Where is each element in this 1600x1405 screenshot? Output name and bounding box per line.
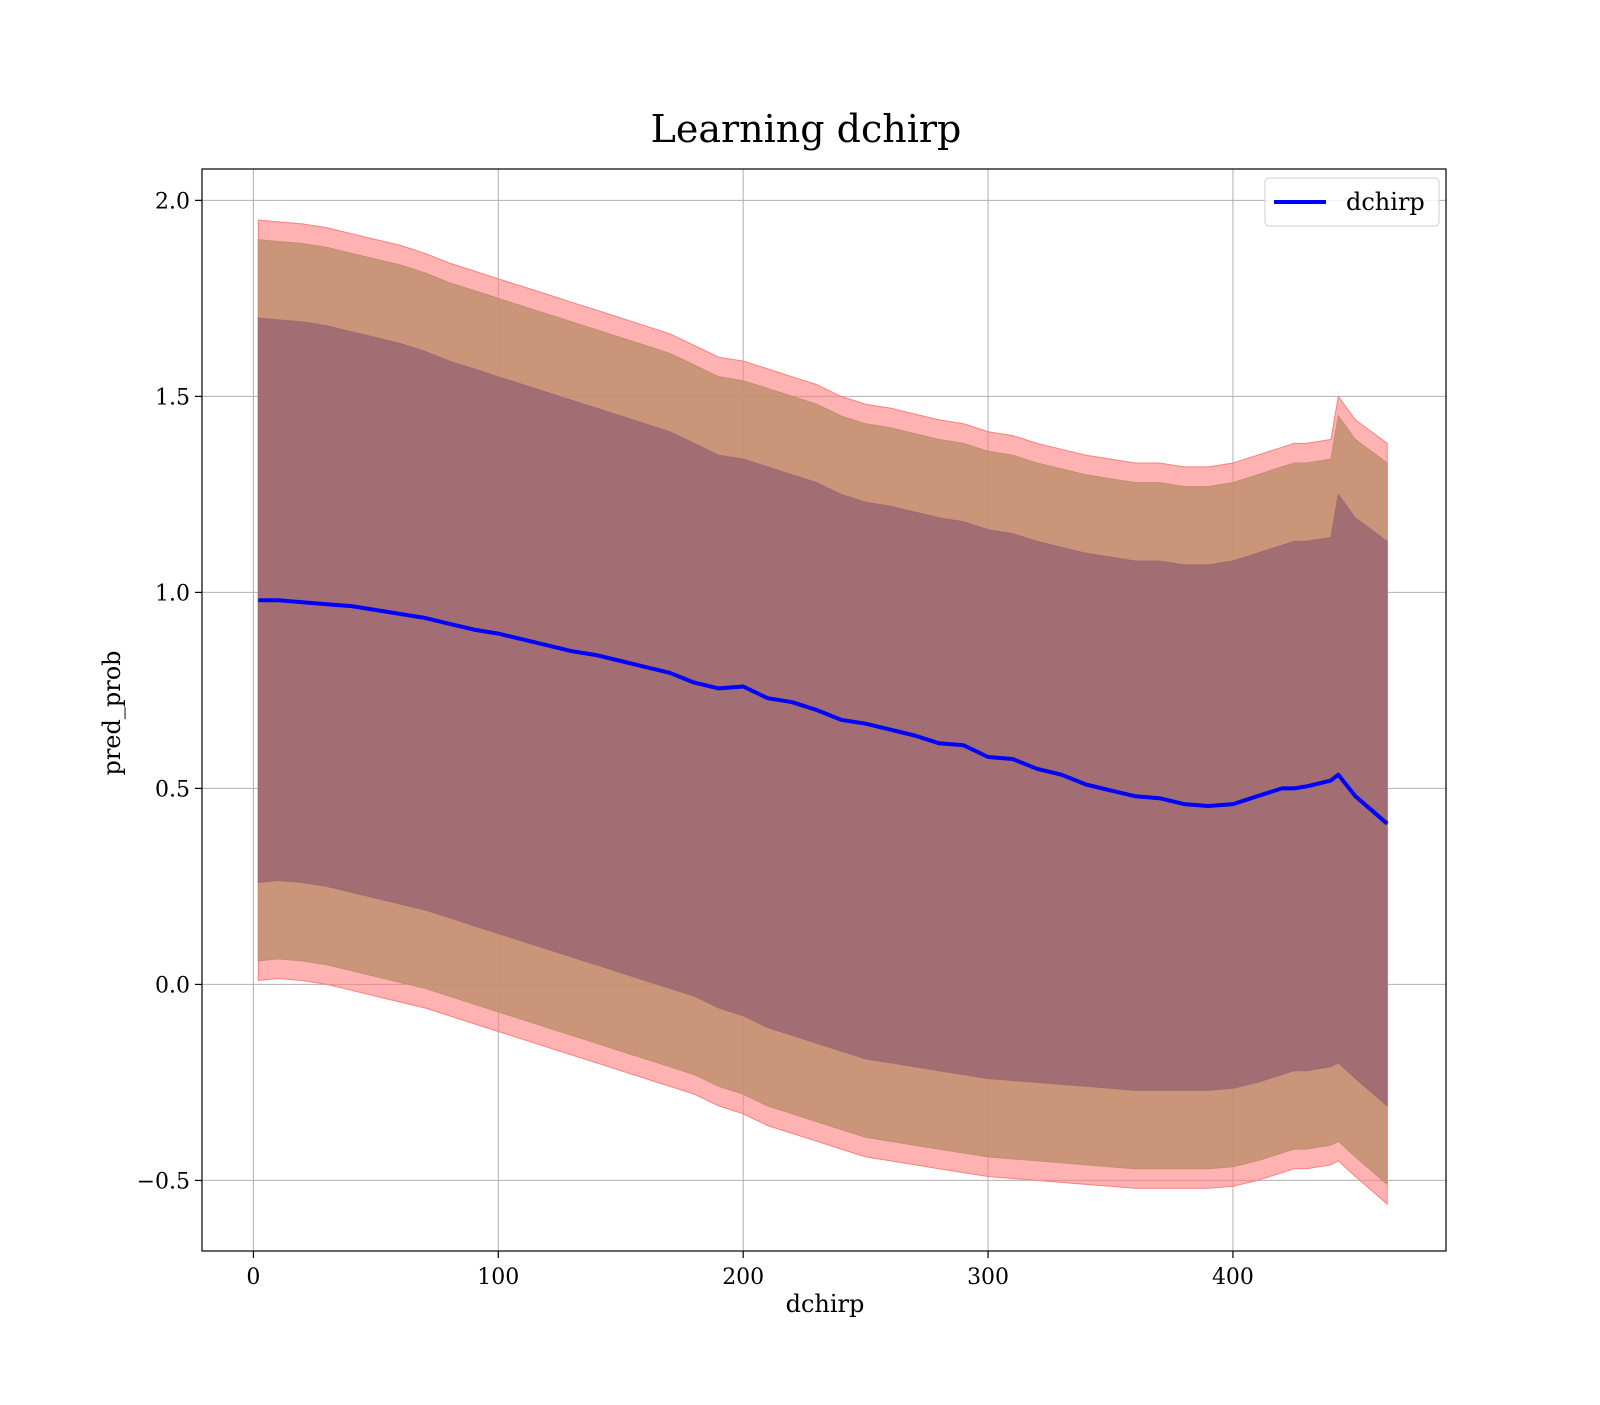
legend-entry: dchirp [1346, 188, 1425, 216]
x-tick-label: 200 [722, 1265, 764, 1290]
series-lines [258, 598, 1389, 826]
chart-title: Learning dchirp [651, 107, 962, 151]
legend-box [1264, 177, 1440, 227]
series-line-dchirp [258, 598, 1389, 826]
legend: dchirp [1264, 177, 1440, 227]
x-tick-label: 100 [477, 1265, 519, 1290]
axis-ticks: 0 100 200 300 400 −0.5 0.0 0.5 1.0 1.5 2.0 [137, 189, 1254, 1290]
x-tick-label: 300 [967, 1265, 1009, 1290]
y-tick-label: 1.5 [155, 385, 190, 410]
y-tick-label: −0.5 [137, 1169, 190, 1194]
plot-frame [201, 168, 1447, 1252]
y-tick-label: 1.0 [155, 581, 190, 606]
x-tick-label: 0 [246, 1265, 260, 1290]
y-axis-label: pred_prob [98, 650, 126, 775]
y-tick-label: 2.0 [155, 189, 190, 214]
x-tick-label: 400 [1212, 1265, 1254, 1290]
y-tick-label: 0.0 [155, 973, 190, 998]
x-axis-label: dchirp [786, 1290, 865, 1318]
y-tick-label: 0.5 [155, 777, 190, 802]
